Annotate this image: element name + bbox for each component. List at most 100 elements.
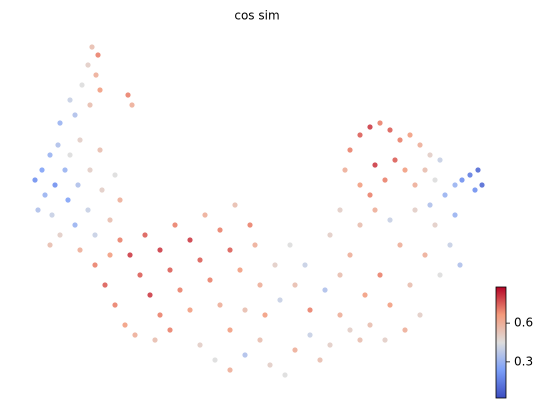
point — [327, 342, 333, 348]
point — [357, 337, 363, 343]
point — [227, 247, 233, 253]
point — [387, 302, 393, 308]
point — [39, 167, 45, 173]
point — [457, 262, 463, 268]
point — [187, 307, 193, 313]
point — [467, 172, 473, 178]
point — [362, 292, 368, 298]
point — [79, 82, 85, 88]
point — [432, 222, 438, 228]
point — [302, 262, 308, 268]
point — [177, 287, 183, 293]
point — [55, 142, 61, 148]
point — [427, 202, 433, 208]
point — [107, 217, 113, 223]
point — [212, 357, 218, 363]
point — [147, 292, 153, 298]
point — [72, 112, 78, 118]
point — [407, 132, 413, 138]
point — [232, 202, 238, 208]
point — [152, 337, 158, 343]
point — [402, 167, 408, 173]
point — [307, 307, 313, 313]
point — [475, 167, 481, 173]
point — [372, 162, 378, 168]
point — [357, 132, 363, 138]
point — [417, 142, 423, 148]
point — [447, 242, 453, 248]
point — [99, 187, 105, 193]
point — [117, 237, 123, 243]
point — [267, 362, 273, 368]
point — [459, 177, 465, 183]
point — [93, 72, 99, 78]
point — [242, 352, 248, 358]
point — [35, 207, 41, 213]
point — [397, 137, 403, 143]
point — [137, 272, 143, 278]
point — [452, 182, 458, 188]
point — [347, 147, 353, 153]
point — [402, 327, 408, 333]
point — [437, 157, 443, 163]
point — [292, 282, 298, 288]
point — [47, 152, 53, 158]
point — [282, 372, 288, 378]
point — [432, 177, 438, 183]
point — [337, 272, 343, 278]
point — [252, 242, 258, 248]
point — [247, 222, 253, 228]
point — [372, 207, 378, 213]
point — [197, 257, 203, 263]
point — [72, 222, 78, 228]
point — [207, 277, 213, 283]
point — [102, 282, 108, 288]
point — [67, 97, 73, 103]
point — [87, 167, 93, 173]
point — [227, 367, 233, 373]
point — [237, 267, 243, 273]
point — [67, 152, 73, 158]
point — [85, 62, 91, 68]
point — [322, 287, 328, 293]
point — [342, 167, 348, 173]
point — [95, 52, 101, 58]
point — [272, 262, 278, 268]
colorbar — [495, 286, 507, 399]
point — [52, 182, 58, 188]
point — [132, 332, 138, 338]
point — [417, 312, 423, 318]
point — [127, 252, 133, 258]
point — [112, 172, 118, 178]
point — [125, 92, 131, 98]
point — [382, 177, 388, 183]
point — [377, 272, 383, 278]
point — [387, 217, 393, 223]
point — [92, 262, 98, 268]
colorbar-tick-label: 0.6 — [514, 316, 533, 330]
point — [57, 232, 63, 238]
point — [107, 252, 113, 258]
point — [382, 337, 388, 343]
point — [367, 124, 373, 130]
point — [112, 302, 118, 308]
point — [217, 227, 223, 233]
point — [307, 332, 313, 338]
point — [97, 87, 103, 93]
point — [87, 102, 93, 108]
point — [62, 167, 68, 173]
point — [317, 357, 323, 363]
point — [49, 212, 55, 218]
point — [367, 322, 373, 328]
point — [452, 212, 458, 218]
point — [347, 252, 353, 258]
point — [157, 247, 163, 253]
point — [47, 242, 53, 248]
point — [97, 147, 103, 153]
point — [227, 327, 233, 333]
point — [117, 197, 123, 203]
point — [422, 167, 428, 173]
point — [357, 182, 363, 188]
point — [357, 222, 363, 228]
point — [257, 337, 263, 343]
